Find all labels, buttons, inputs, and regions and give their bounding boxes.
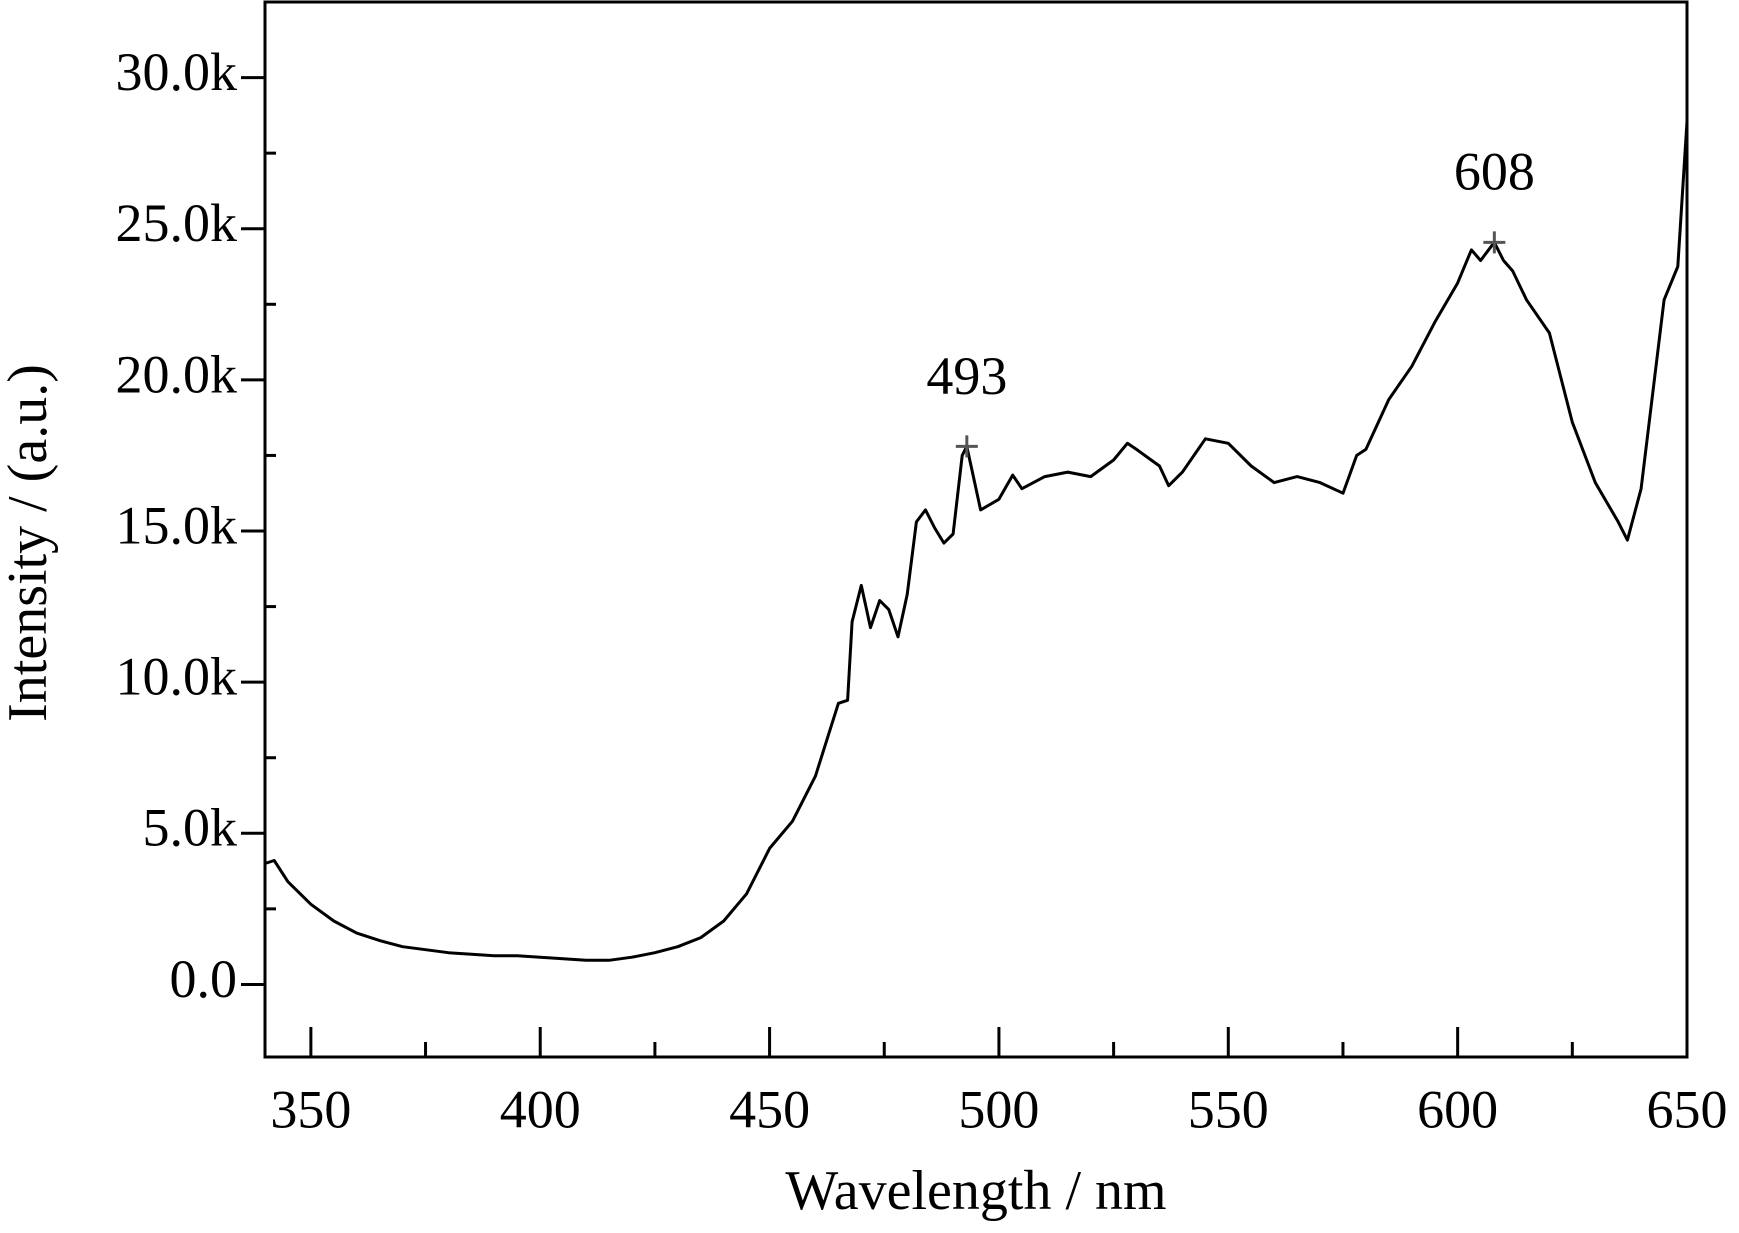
x-tick-label: 550 (1188, 1079, 1269, 1139)
y-tick-label: 15.0k (116, 495, 238, 555)
plot-frame (263, 0, 1689, 1059)
y-tick-label: 0.0 (170, 949, 238, 1009)
x-tick-label: 500 (958, 1079, 1039, 1139)
x-axis-label: Wavelength / nm (785, 1160, 1166, 1222)
y-tick-label: 5.0k (143, 798, 238, 858)
y-tick-label: 25.0k (116, 193, 238, 253)
peak-label: 493 (926, 346, 1007, 406)
spectrum-line (264, 121, 1689, 962)
y-tick-label: 10.0k (116, 647, 238, 707)
peak-label: 608 (1454, 142, 1535, 202)
x-tick-label: 450 (729, 1079, 810, 1139)
x-tick-label: 400 (500, 1079, 581, 1139)
y-axis-label: Intensity / (a.u.) (0, 364, 59, 722)
peak-marker (1483, 231, 1506, 254)
y-tick-label: 30.0k (116, 42, 238, 102)
x-tick-label: 650 (1647, 1079, 1728, 1139)
x-tick-label: 600 (1417, 1079, 1498, 1139)
y-tick-label: 20.0k (116, 344, 238, 404)
x-tick-label: 350 (270, 1079, 351, 1139)
peak-marker (955, 435, 978, 458)
